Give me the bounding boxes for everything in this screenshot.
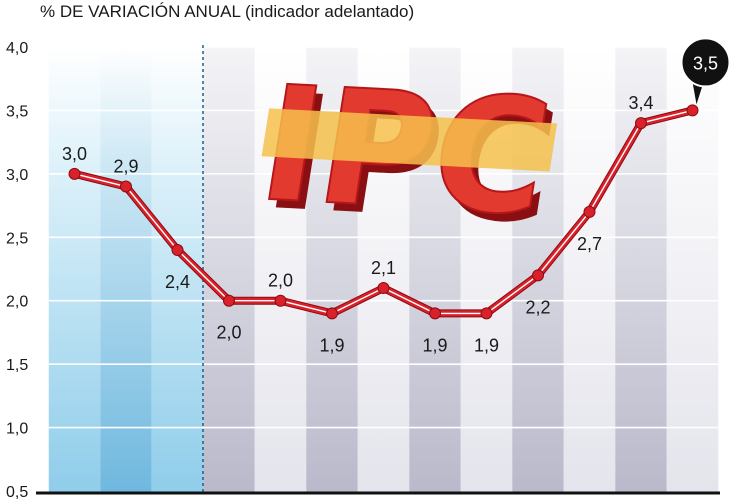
data-point xyxy=(171,243,184,256)
data-point xyxy=(532,269,544,282)
data-point xyxy=(68,167,81,180)
y-tick-label: 2,5 xyxy=(6,230,28,247)
data-label: 1,9 xyxy=(422,335,447,355)
y-tick-label: 3,5 xyxy=(6,103,28,120)
background-band xyxy=(615,47,667,493)
data-point xyxy=(583,205,596,218)
y-tick-label: 1,5 xyxy=(6,357,28,374)
data-label: 3,4 xyxy=(628,93,653,113)
highlight-band xyxy=(100,47,152,493)
y-tick-label: 4,0 xyxy=(6,40,28,57)
highlight-band xyxy=(48,47,101,493)
data-label: 3,0 xyxy=(62,144,87,164)
data-point xyxy=(377,282,390,295)
data-point xyxy=(429,307,441,320)
data-point xyxy=(686,104,699,117)
data-label: 2,9 xyxy=(113,157,138,177)
chart-subtitle: % DE VARIACIÓN ANUAL (indicador adelanta… xyxy=(40,2,415,21)
background-band xyxy=(666,47,719,493)
data-label: 1,9 xyxy=(474,335,499,355)
data-label: 2,4 xyxy=(165,272,190,292)
data-point xyxy=(635,117,647,130)
data-point xyxy=(480,307,493,320)
data-point xyxy=(274,294,287,307)
data-point xyxy=(326,307,338,320)
data-label: 2,0 xyxy=(268,271,293,291)
background-band xyxy=(563,47,616,493)
y-tick-label: 3,0 xyxy=(6,167,28,184)
data-point xyxy=(223,294,235,307)
data-label: 1,9 xyxy=(319,335,344,355)
callout-label: 3,5 xyxy=(693,53,718,73)
y-tick-label: 1,0 xyxy=(6,421,28,438)
ipc-logo: IPC IPC xyxy=(248,52,569,260)
data-label: 2,1 xyxy=(371,258,396,278)
data-label: 2,7 xyxy=(577,234,602,254)
background-band xyxy=(203,47,255,493)
data-label: 2,0 xyxy=(216,323,241,343)
y-tick-label: 0,5 xyxy=(6,484,28,500)
data-point xyxy=(120,180,132,193)
data-label: 2,2 xyxy=(525,297,550,317)
y-tick-label: 2,0 xyxy=(6,294,28,311)
